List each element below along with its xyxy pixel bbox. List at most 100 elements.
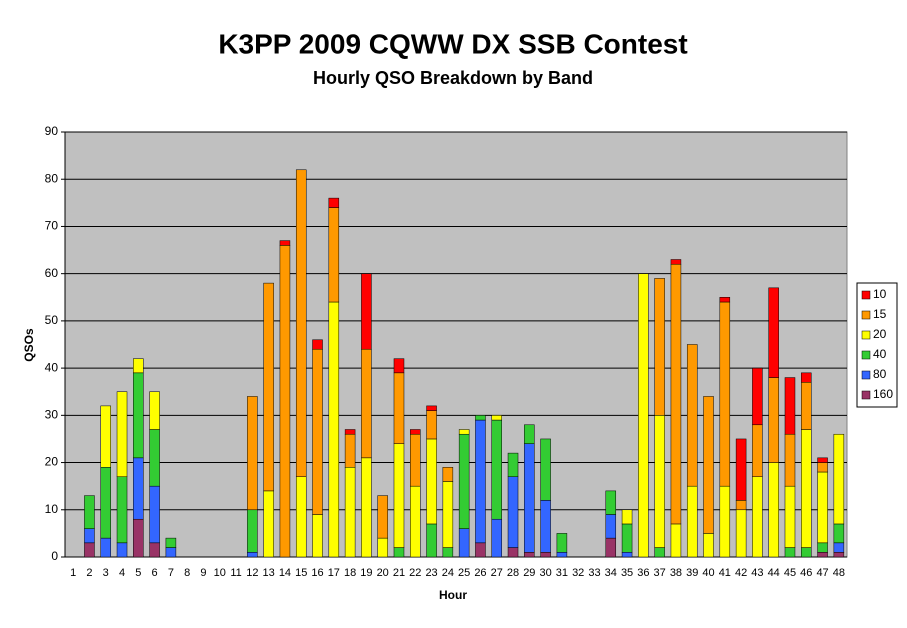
x-tick-label: 33 [588, 567, 600, 579]
x-tick-label: 30 [539, 567, 551, 579]
bar-segment [133, 358, 144, 374]
bar-segment [133, 457, 144, 520]
legend-swatch [861, 330, 871, 340]
bar-segment [361, 273, 372, 350]
x-tick-label: 27 [491, 567, 503, 579]
bar-segment [84, 495, 95, 529]
legend-box [856, 282, 898, 408]
bar-segment [475, 415, 486, 421]
bar-segment [654, 415, 665, 548]
bar-segment [344, 433, 356, 468]
bar-segment [817, 457, 828, 463]
bar-segment [149, 391, 160, 430]
bar-segment [703, 533, 714, 558]
bar-segment [670, 523, 682, 558]
x-tick-label: 34 [605, 567, 617, 579]
bar-segment [312, 339, 323, 350]
legend-swatch [861, 390, 871, 400]
bar-segment [410, 433, 421, 487]
y-tick-label: 90 [45, 124, 59, 138]
bar-segment [801, 382, 812, 430]
bar-segment [654, 547, 665, 558]
bar-segment [752, 476, 763, 558]
x-tick-label: 43 [751, 567, 763, 579]
legend-label: 15 [873, 307, 887, 321]
bar-segment [426, 410, 437, 440]
bar-segment [768, 287, 779, 378]
bar-segment [410, 485, 421, 558]
x-tick-label: 16 [311, 567, 323, 579]
x-tick-label: 45 [784, 567, 796, 579]
x-tick-label: 9 [200, 567, 206, 579]
x-tick-label: 32 [572, 567, 584, 579]
bar-segment [100, 405, 111, 468]
legend-swatch [861, 350, 871, 360]
bar-segment [801, 429, 812, 548]
bar-segment [784, 485, 796, 548]
bar-segment [247, 396, 258, 511]
y-tick-label: 0 [51, 549, 58, 563]
bar-segment [328, 207, 340, 303]
legend-swatch [861, 370, 871, 380]
bar-segment [393, 372, 405, 444]
x-tick-label: 42 [735, 567, 747, 579]
bar-segment [784, 433, 796, 487]
x-tick-label: 15 [295, 567, 307, 579]
x-tick-label: 47 [816, 567, 828, 579]
bar-segment [84, 542, 95, 558]
bar-segment [133, 518, 144, 558]
x-tick-label: 1 [70, 567, 76, 579]
bar-segment [149, 429, 160, 487]
bar-segment [426, 438, 437, 525]
bar-segment [312, 348, 323, 515]
bar-segment [344, 467, 356, 558]
y-tick-label: 80 [45, 171, 59, 185]
bar-segment [833, 433, 845, 525]
x-tick-label: 25 [458, 567, 470, 579]
bar-segment [442, 481, 454, 548]
x-tick-label: 37 [654, 567, 666, 579]
bar-segment [719, 485, 731, 558]
x-tick-label: 28 [507, 567, 519, 579]
legend-swatch [861, 290, 871, 300]
legend-swatch [861, 310, 871, 320]
bar-segment [605, 514, 617, 539]
bar-segment [524, 443, 535, 553]
legend-label: 160 [873, 387, 893, 401]
x-tick-label: 2 [86, 567, 92, 579]
x-tick-label: 8 [184, 567, 190, 579]
bar-segment [475, 419, 486, 544]
bar-segment [524, 424, 535, 444]
bar-segment [833, 552, 845, 558]
bar-segment [116, 391, 128, 477]
y-tick-label: 10 [45, 502, 59, 516]
chart-subtitle: Hourly QSO Breakdown by Band [313, 68, 593, 88]
bar-segment [507, 476, 519, 548]
bar-segment [752, 367, 763, 426]
bar-segment [540, 438, 551, 501]
bar-segment [133, 372, 144, 459]
bar-segment [458, 528, 470, 558]
x-tick-label: 21 [393, 567, 405, 579]
bar-segment [377, 495, 388, 539]
bar-segment [491, 419, 502, 520]
bar-segment [621, 523, 633, 553]
bar-segment [149, 542, 160, 558]
bar-segment [752, 424, 763, 477]
bar-segment [328, 301, 340, 558]
bar-segment [703, 396, 714, 534]
bar-segment [735, 438, 747, 501]
bar-segment [247, 509, 258, 553]
x-tick-label: 31 [556, 567, 568, 579]
legend-label: 80 [873, 367, 887, 381]
bar-segment [524, 552, 535, 558]
bar-segment [393, 547, 405, 558]
plot-area [64, 131, 848, 558]
x-tick-label: 35 [621, 567, 633, 579]
x-tick-label: 24 [442, 567, 454, 579]
x-tick-label: 22 [409, 567, 421, 579]
x-tick-label: 23 [425, 567, 437, 579]
y-tick-label: 60 [45, 266, 59, 280]
bar-segment [426, 523, 437, 558]
